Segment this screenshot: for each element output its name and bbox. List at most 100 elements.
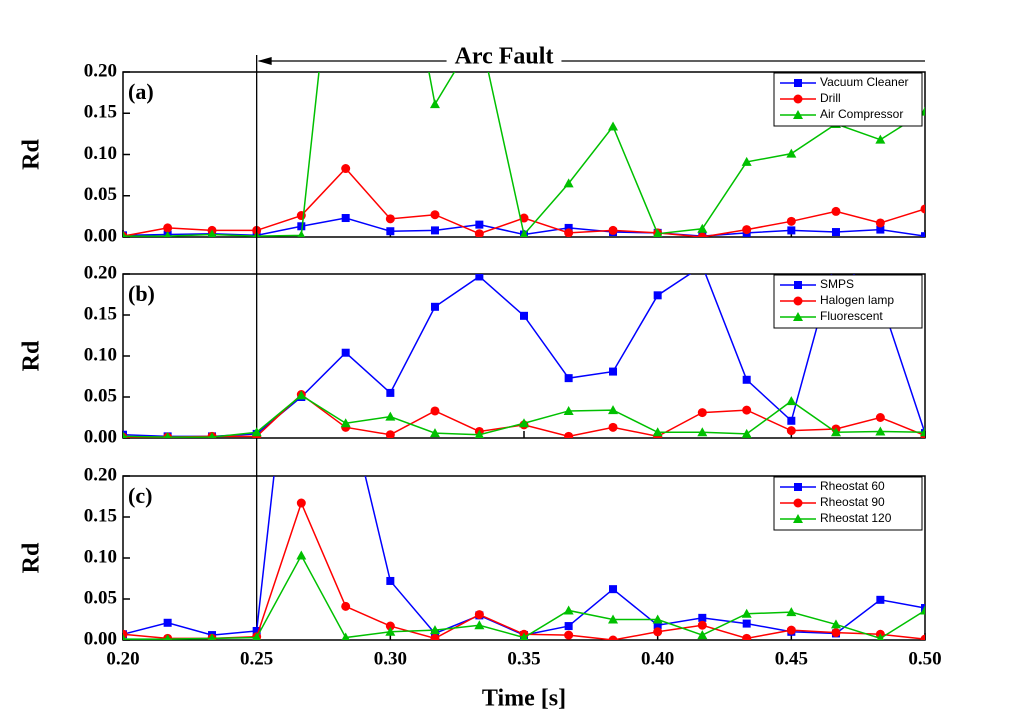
- marker: [164, 634, 171, 640]
- marker: [653, 627, 663, 637]
- marker: [794, 79, 802, 87]
- marker: [123, 431, 127, 438]
- series-line: [123, 553, 925, 640]
- y-tick-label: 0.10: [84, 344, 117, 365]
- y-tick-label: 0.10: [84, 143, 117, 164]
- marker: [787, 416, 796, 425]
- marker: [698, 613, 707, 622]
- marker: [875, 413, 885, 422]
- marker: [608, 614, 619, 624]
- marker: [341, 164, 351, 174]
- marker: [474, 26, 484, 35]
- marker: [793, 312, 803, 321]
- marker: [297, 222, 306, 231]
- marker: [519, 632, 529, 640]
- x-tick-label: 0.20: [106, 648, 139, 669]
- series-line: [123, 394, 925, 438]
- marker: [742, 375, 751, 384]
- marker: [609, 367, 618, 376]
- marker: [341, 214, 350, 223]
- legend-label: Fluorescent: [820, 309, 883, 323]
- marker: [653, 291, 662, 300]
- x-axis-label: Time [s]: [482, 686, 566, 712]
- marker: [876, 633, 885, 640]
- plot-area: [123, 390, 925, 640]
- y-tick-label: 0.15: [84, 505, 117, 526]
- marker: [520, 311, 528, 320]
- y-tick-label: 0.10: [84, 546, 117, 567]
- marker: [921, 232, 925, 237]
- marker: [429, 428, 440, 438]
- marker: [652, 614, 663, 624]
- marker: [697, 223, 708, 233]
- marker: [653, 621, 662, 630]
- arrow-head: [257, 57, 272, 65]
- marker: [342, 390, 350, 398]
- marker: [564, 223, 573, 232]
- marker: [563, 178, 574, 188]
- x-tick-label: 0.30: [374, 648, 407, 669]
- marker: [831, 206, 841, 216]
- marker: [786, 625, 796, 635]
- marker: [297, 230, 306, 237]
- marker: [296, 390, 307, 400]
- marker: [385, 626, 396, 636]
- marker: [296, 498, 306, 508]
- marker: [697, 427, 708, 437]
- marker: [386, 388, 395, 397]
- marker: [653, 228, 663, 237]
- legend-label: Rheostat 90: [820, 495, 885, 509]
- marker: [474, 429, 484, 438]
- marker: [608, 225, 618, 235]
- marker: [430, 406, 440, 416]
- marker: [564, 374, 573, 383]
- marker: [793, 498, 803, 508]
- marker: [786, 216, 796, 226]
- marker: [830, 619, 841, 629]
- marker: [697, 620, 707, 630]
- y-tick-label: 0.15: [84, 102, 117, 123]
- x-tick-label: 0.25: [240, 648, 273, 669]
- marker: [742, 619, 751, 628]
- marker: [608, 422, 618, 432]
- marker: [341, 348, 350, 357]
- marker: [564, 431, 574, 438]
- marker: [697, 232, 707, 237]
- y-tick-label: 0.00: [84, 628, 117, 649]
- marker: [742, 405, 752, 415]
- marker: [386, 227, 395, 236]
- legend-label: Rheostat 60: [820, 479, 885, 493]
- marker: [252, 632, 261, 640]
- marker: [341, 601, 351, 611]
- marker: [794, 483, 802, 491]
- y-tick-label: 0.00: [84, 426, 117, 447]
- marker: [921, 604, 925, 613]
- marker: [793, 110, 803, 119]
- marker: [831, 228, 840, 237]
- marker: [340, 418, 351, 428]
- marker: [123, 634, 127, 640]
- marker: [385, 411, 396, 421]
- marker: [920, 634, 925, 640]
- marker: [831, 628, 841, 638]
- marker: [163, 618, 172, 627]
- marker: [794, 281, 802, 289]
- x-tick-label: 0.35: [507, 648, 540, 669]
- marker: [742, 633, 752, 640]
- annotation: Arc Fault: [455, 44, 554, 70]
- marker: [652, 427, 663, 437]
- marker: [163, 223, 173, 233]
- marker: [608, 635, 618, 640]
- y-tick-label: 0.20: [84, 60, 117, 81]
- marker: [564, 228, 574, 237]
- marker: [920, 605, 925, 615]
- marker: [385, 621, 395, 631]
- marker: [793, 94, 803, 104]
- legend-label: SMPS: [820, 277, 854, 291]
- y-axis-label: Rd: [19, 340, 45, 371]
- legend-label: Air Compressor: [820, 107, 903, 121]
- y-tick-label: 0.05: [84, 184, 117, 205]
- x-tick-label: 0.40: [641, 648, 674, 669]
- marker: [830, 427, 841, 437]
- y-tick-label: 0.20: [84, 464, 117, 485]
